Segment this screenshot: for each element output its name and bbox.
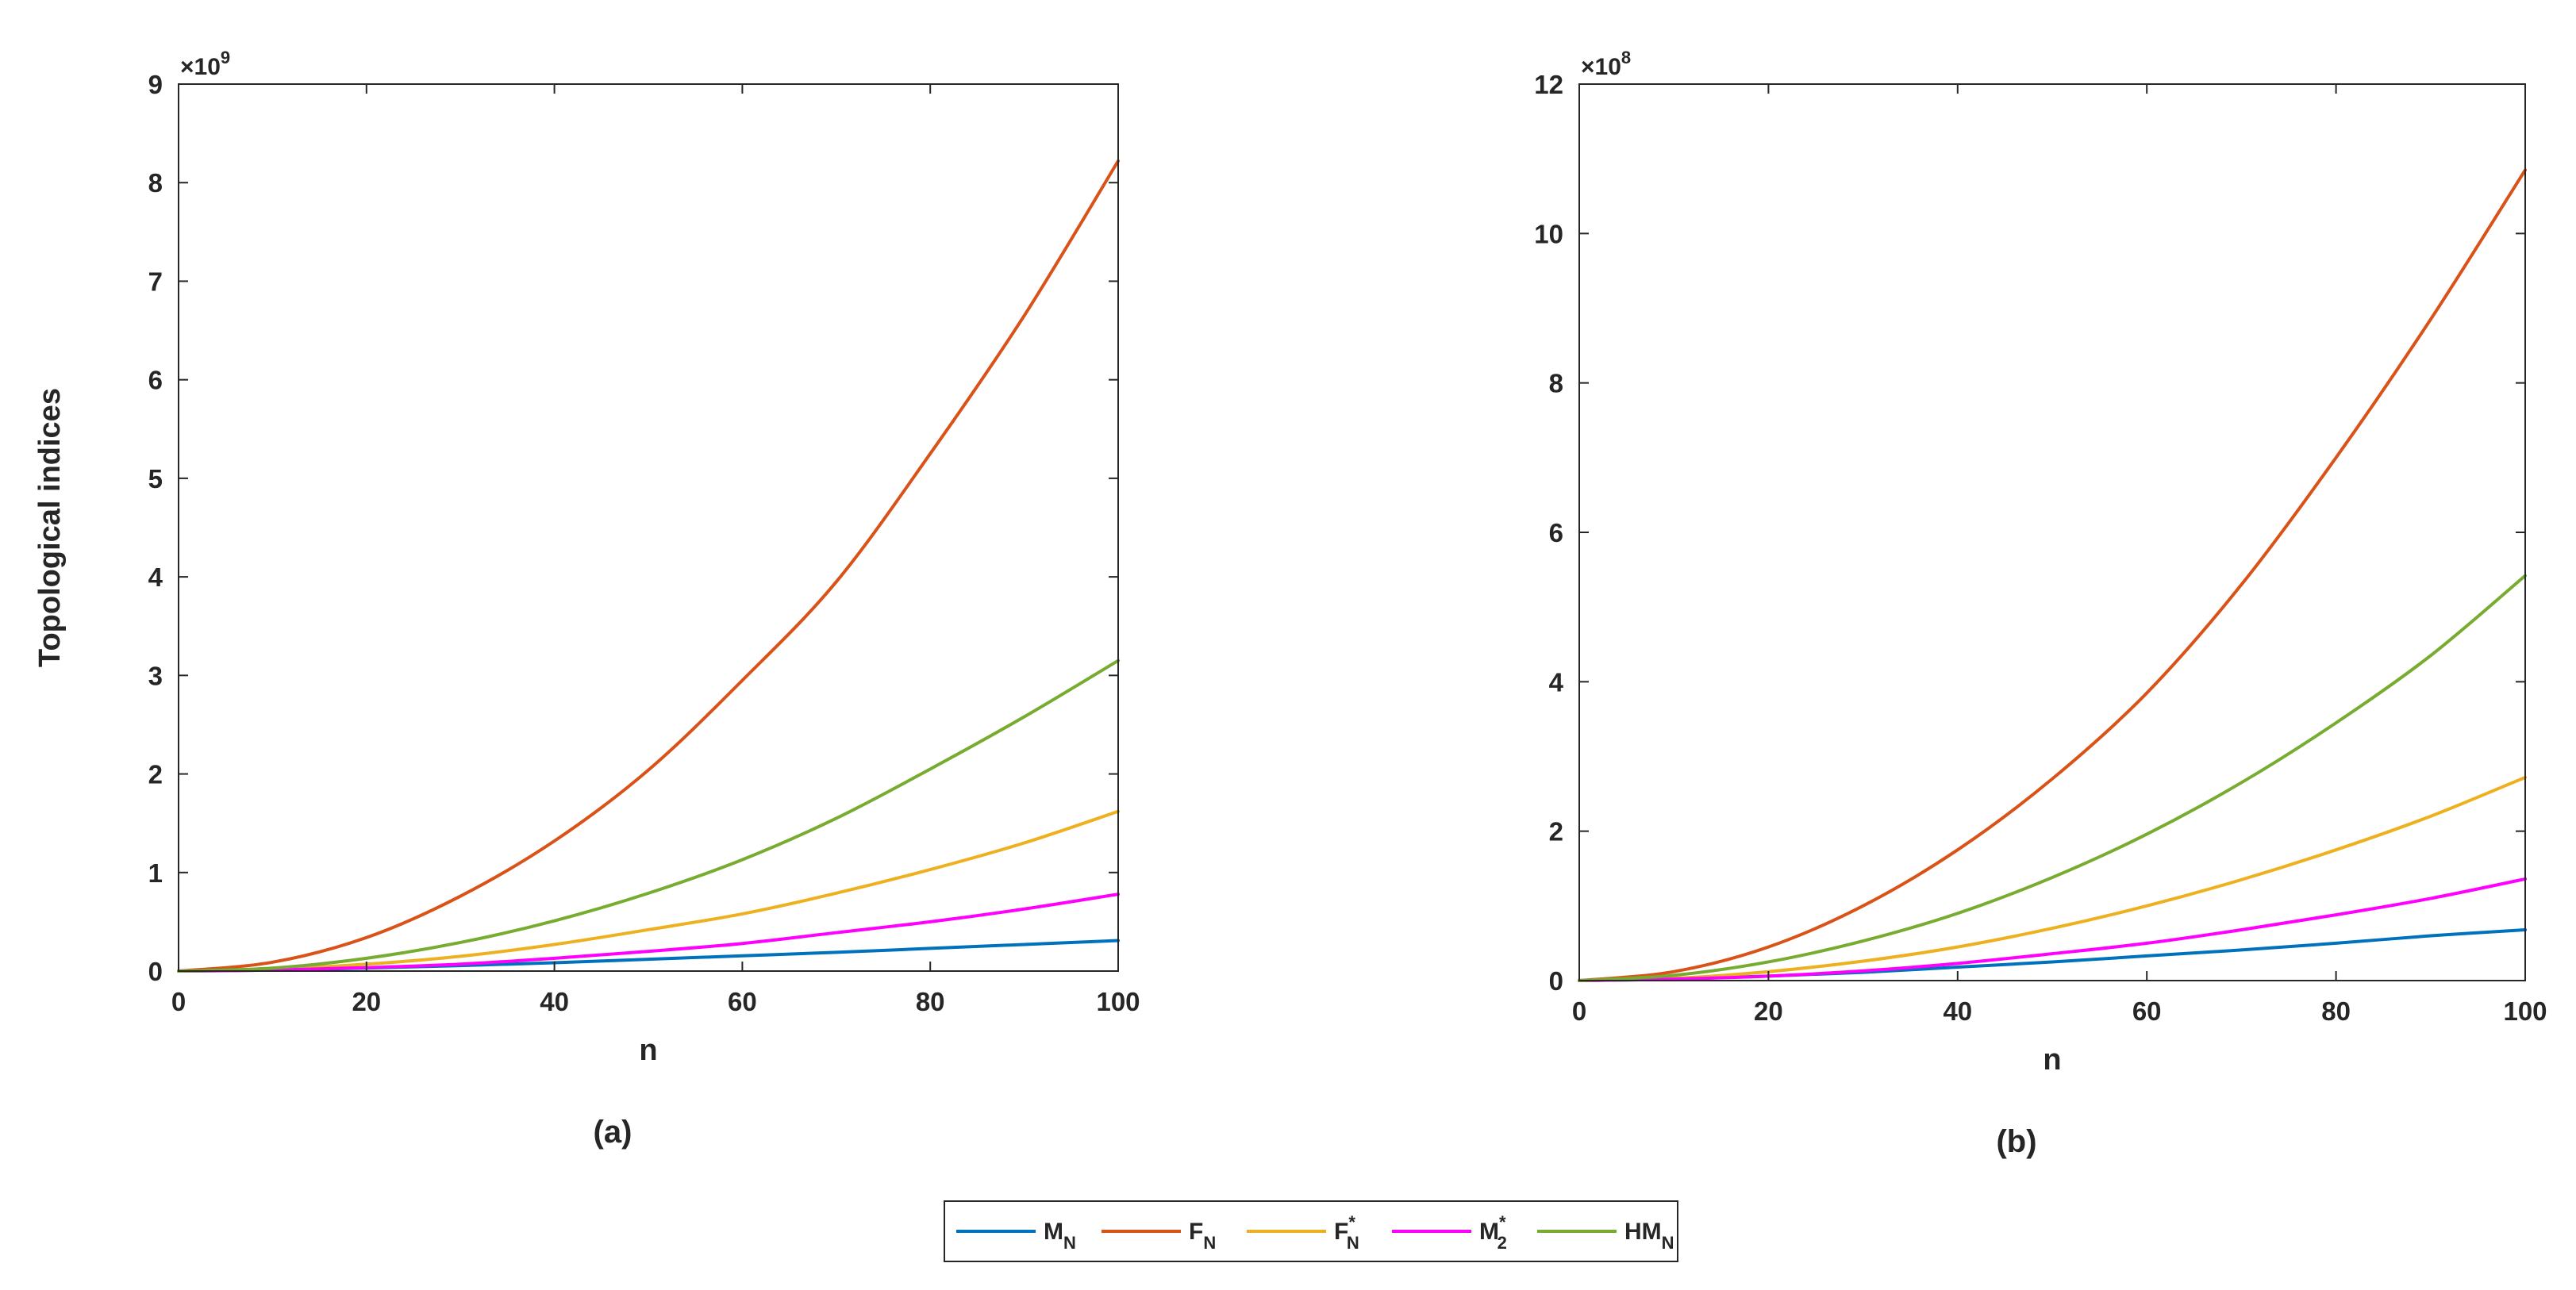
legend-item-mstar-2: M* 2 (1392, 1212, 1507, 1253)
y-tick-label: 7 (148, 267, 163, 296)
legend-item-m-n: MN (956, 1219, 1076, 1253)
plot-area-frame (178, 83, 1119, 972)
legend-label: F* N (1334, 1212, 1359, 1253)
x-tick-label: 80 (916, 987, 945, 1016)
y-tick-label: 2 (148, 760, 163, 789)
x-tick-label: 40 (540, 987, 569, 1016)
y-tick-label: 8 (1549, 369, 1563, 398)
series-line-f-n (1578, 168, 2527, 982)
x-tick-label: 60 (728, 987, 757, 1016)
plot-area-frame (1578, 83, 2526, 981)
x-axis-label: n (639, 1034, 657, 1067)
x-tick-label: 80 (2321, 996, 2351, 1026)
series-line-fstar-n (177, 809, 1120, 973)
legend-item-fstar-n: F* N (1247, 1212, 1359, 1253)
chart-panel-a: 0 20 40 60 80 100 0 1 2 3 4 5 6 7 8 9 ×109 n Topologica… (33, 48, 1140, 1150)
series-line-fstar-n (1578, 775, 2527, 982)
y-tick-label: 2 (1549, 817, 1563, 847)
y-tick-label: 6 (148, 366, 163, 395)
y-exponent-label: ×109 (180, 48, 230, 80)
x-tick-label: 100 (2503, 996, 2547, 1026)
y-tick-label: 9 (148, 70, 163, 99)
x-tick-label: 20 (352, 987, 381, 1016)
legend-label: FN (1189, 1219, 1216, 1253)
y-axis-label: Topological indices (33, 388, 67, 667)
y-exponent-label: ×108 (1581, 48, 1631, 80)
legend-label: HMN (1624, 1219, 1674, 1253)
legend-item-f-n: FN (1102, 1219, 1216, 1253)
y-tick-label: 8 (148, 168, 163, 198)
x-tick-label: 40 (1943, 996, 1972, 1026)
x-tick-label: 100 (1096, 987, 1140, 1016)
x-tick-label: 20 (1754, 996, 1783, 1026)
series-line-hm-n (177, 658, 1120, 973)
y-tick-label: 4 (1549, 667, 1564, 697)
y-tick-label: 10 (1534, 219, 1563, 248)
series-line-mstar-2 (1578, 877, 2527, 982)
y-tick-label: 4 (148, 562, 163, 592)
y-tick-label: 0 (1549, 966, 1563, 996)
series-line-f-n (177, 159, 1120, 973)
y-tick-label: 12 (1534, 70, 1563, 99)
x-axis-label: n (2043, 1043, 2061, 1077)
y-tick-label: 5 (148, 464, 163, 493)
series-line-mstar-2 (177, 893, 1120, 973)
y-tick-label: 0 (148, 957, 163, 986)
legend-item-hm-n: HMN (1537, 1219, 1674, 1253)
panel-label: (b) (1996, 1124, 2036, 1159)
panel-label: (a) (594, 1115, 632, 1150)
y-tick-label: 3 (148, 661, 163, 690)
chart-panel-b: 0 20 40 60 80 100 0 2 4 6 8 10 12 ×108 n (b) (1534, 48, 2547, 1159)
legend-label: MN (1044, 1219, 1076, 1253)
x-tick-label: 60 (2132, 996, 2162, 1026)
legend: MN FN F* N M* 2 HMN (944, 1200, 1678, 1262)
y-tick-label: 6 (1549, 518, 1563, 547)
series-line-hm-n (1578, 574, 2527, 982)
y-tick-label: 1 (148, 858, 163, 888)
x-tick-label: 0 (1572, 996, 1586, 1026)
legend-label: M* 2 (1479, 1212, 1507, 1253)
x-tick-label: 0 (171, 987, 186, 1016)
